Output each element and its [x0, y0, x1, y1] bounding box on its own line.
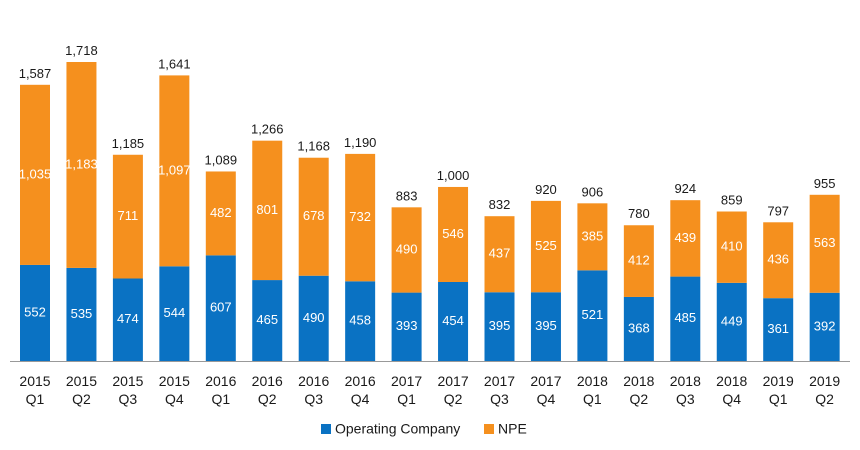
x-tick-year-4: 2016	[205, 373, 236, 389]
total-label-15: 859	[721, 193, 743, 208]
legend: Operating Company NPE	[321, 421, 527, 437]
legend-label-operating-company: Operating Company	[335, 421, 460, 437]
total-label-13: 780	[628, 206, 650, 221]
x-tick-quarter-9: Q2	[444, 391, 463, 407]
x-tick-year-15: 2018	[716, 373, 747, 389]
legend-swatch-npe	[484, 424, 494, 434]
x-tick-quarter-7: Q4	[351, 391, 370, 407]
x-tick-year-7: 2016	[345, 373, 376, 389]
label-operating-company-12: 521	[582, 307, 604, 322]
label-operating-company-3: 544	[163, 305, 185, 320]
stacked-bar-chart: 552 1,035 1,587 535 1,183 1,718 474 711 1,185 544…	[0, 0, 860, 450]
x-tick-quarter-10: Q3	[490, 391, 509, 407]
x-tick-labels: 2015 Q1 2015 Q2 2015 Q3 2015 Q4 2016 Q1 2016 Q2 2016…	[19, 373, 840, 407]
total-label-16: 797	[767, 203, 789, 218]
label-npe-15: 410	[721, 239, 743, 254]
x-tick-year-12: 2018	[577, 373, 608, 389]
total-label-7: 1,190	[344, 135, 377, 150]
x-tick-year-17: 2019	[809, 373, 840, 389]
x-tick-year-1: 2015	[66, 373, 97, 389]
x-tick-year-13: 2018	[623, 373, 654, 389]
total-label-4: 1,089	[205, 152, 238, 167]
x-tick-quarter-6: Q3	[304, 391, 323, 407]
label-operating-company-16: 361	[767, 321, 789, 336]
x-tick-year-5: 2016	[252, 373, 283, 389]
label-operating-company-13: 368	[628, 320, 650, 335]
total-label-12: 906	[582, 184, 604, 199]
total-label-5: 1,266	[251, 122, 284, 137]
total-label-2: 1,185	[112, 136, 145, 151]
bars-group	[20, 62, 840, 361]
label-npe-14: 439	[674, 230, 696, 245]
label-npe-17: 563	[814, 235, 836, 250]
total-label-9: 1,000	[437, 168, 470, 183]
label-operating-company-9: 454	[442, 313, 464, 328]
label-npe-11: 525	[535, 238, 557, 253]
legend-label-npe: NPE	[498, 421, 527, 437]
total-label-3: 1,641	[158, 56, 191, 71]
x-tick-year-10: 2017	[484, 373, 515, 389]
legend-swatch-operating-company	[321, 424, 331, 434]
label-operating-company-17: 392	[814, 318, 836, 333]
x-tick-year-11: 2017	[530, 373, 561, 389]
label-operating-company-15: 449	[721, 313, 743, 328]
x-tick-year-9: 2017	[437, 373, 468, 389]
x-tick-year-8: 2017	[391, 373, 422, 389]
x-tick-year-0: 2015	[19, 373, 50, 389]
label-operating-company-4: 607	[210, 300, 232, 315]
chart-canvas: 552 1,035 1,587 535 1,183 1,718 474 711 1,185 544…	[0, 0, 860, 450]
total-label-17: 955	[814, 176, 836, 191]
label-npe-8: 490	[396, 241, 418, 256]
x-tick-quarter-13: Q2	[630, 391, 649, 407]
label-npe-3: 1,097	[158, 162, 191, 177]
x-tick-quarter-3: Q4	[165, 391, 184, 407]
label-operating-company-5: 465	[256, 312, 278, 327]
x-tick-quarter-11: Q4	[537, 391, 556, 407]
label-npe-0: 1,035	[19, 166, 52, 181]
total-label-11: 920	[535, 182, 557, 197]
label-operating-company-2: 474	[117, 311, 139, 326]
total-label-8: 883	[396, 188, 418, 203]
label-npe-5: 801	[256, 202, 278, 217]
x-tick-year-3: 2015	[159, 373, 190, 389]
x-tick-quarter-2: Q3	[119, 391, 138, 407]
total-label-10: 832	[489, 197, 511, 212]
x-tick-quarter-1: Q2	[72, 391, 91, 407]
label-operating-company-6: 490	[303, 310, 325, 325]
label-operating-company-11: 395	[535, 318, 557, 333]
label-npe-13: 412	[628, 253, 650, 268]
label-npe-7: 732	[349, 209, 371, 224]
label-operating-company-8: 393	[396, 318, 418, 333]
label-operating-company-7: 458	[349, 313, 371, 328]
label-npe-1: 1,183	[65, 156, 98, 171]
label-npe-12: 385	[582, 228, 604, 243]
x-tick-quarter-17: Q2	[815, 391, 834, 407]
total-label-14: 924	[674, 181, 696, 196]
label-operating-company-10: 395	[489, 318, 511, 333]
x-tick-year-14: 2018	[670, 373, 701, 389]
x-tick-year-6: 2016	[298, 373, 329, 389]
x-tick-year-16: 2019	[763, 373, 794, 389]
x-tick-quarter-5: Q2	[258, 391, 277, 407]
total-label-0: 1,587	[19, 66, 52, 81]
x-tick-quarter-15: Q4	[722, 391, 741, 407]
label-operating-company-0: 552	[24, 304, 46, 319]
x-tick-quarter-14: Q3	[676, 391, 695, 407]
label-operating-company-14: 485	[674, 310, 696, 325]
x-tick-quarter-8: Q1	[397, 391, 416, 407]
label-npe-2: 711	[118, 208, 139, 223]
label-operating-company-1: 535	[71, 306, 93, 321]
label-npe-10: 437	[489, 246, 511, 261]
total-label-6: 1,168	[297, 139, 330, 154]
x-tick-quarter-12: Q1	[583, 391, 602, 407]
label-npe-16: 436	[767, 252, 789, 267]
label-npe-9: 546	[442, 226, 464, 241]
x-tick-quarter-4: Q1	[211, 391, 230, 407]
total-label-1: 1,718	[65, 43, 98, 58]
label-npe-4: 482	[210, 205, 232, 220]
x-tick-quarter-16: Q1	[769, 391, 788, 407]
x-tick-quarter-0: Q1	[26, 391, 45, 407]
label-npe-6: 678	[303, 208, 325, 223]
x-tick-year-2: 2015	[112, 373, 143, 389]
